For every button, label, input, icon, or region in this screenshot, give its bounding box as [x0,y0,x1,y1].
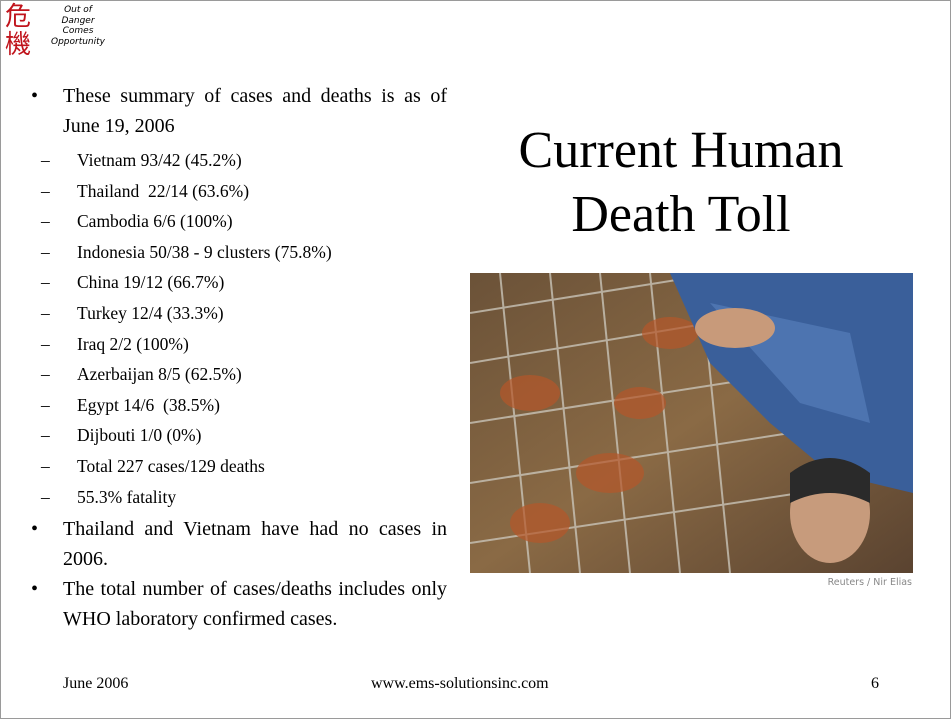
subitem: Dijbouti 1/0 (0%) [31,420,447,451]
logo-characters: 危機 [5,3,35,59]
bullet: The total number of cases/deaths include… [31,574,447,634]
bullet: Thailand and Vietnam have had no cases i… [31,514,447,574]
photo [470,273,913,573]
footer-date: June 2006 [63,675,128,693]
subitem: Cambodia 6/6 (100%) [31,206,447,237]
subitem: Indonesia 50/38 - 9 clusters (75.8%) [31,237,447,268]
subitem: Azerbaijan 8/5 (62.5%) [31,359,447,390]
subitem: Egypt 14/6 (38.5%) [31,390,447,421]
subitem: Vietnam 93/42 (45.2%) [31,145,447,176]
subitem: Total 227 cases/129 deaths [31,451,447,482]
footer-url: www.ems-solutionsinc.com [371,675,549,693]
motto-line: Opportunity [43,37,113,48]
subitem: Thailand 22/14 (63.6%) [31,176,447,207]
subitem-list: Vietnam 93/42 (45.2%)Thailand 22/14 (63.… [31,145,447,512]
slide: 危機 Out of Danger Comes Opportunity These… [0,0,951,719]
logo-motto: Out of Danger Comes Opportunity [43,5,113,47]
subitem: Turkey 12/4 (33.3%) [31,298,447,329]
bullet: These summary of cases and deaths is as … [31,81,447,141]
photo-credit: Reuters / Nir Elias [828,577,912,588]
footer-page: 6 [871,675,879,693]
motto-line: Comes [43,26,113,37]
motto-line: Out of [43,5,113,16]
subitem: China 19/12 (66.7%) [31,267,447,298]
bullet-list: These summary of cases and deaths is as … [31,81,447,634]
subitem: 55.3% fatality [31,482,447,513]
motto-line: Danger [43,16,113,27]
page: 危機 Out of Danger Comes Opportunity These… [0,0,951,719]
subitem: Iraq 2/2 (100%) [31,329,447,360]
slide-title: Current Human Death Toll [471,119,891,247]
